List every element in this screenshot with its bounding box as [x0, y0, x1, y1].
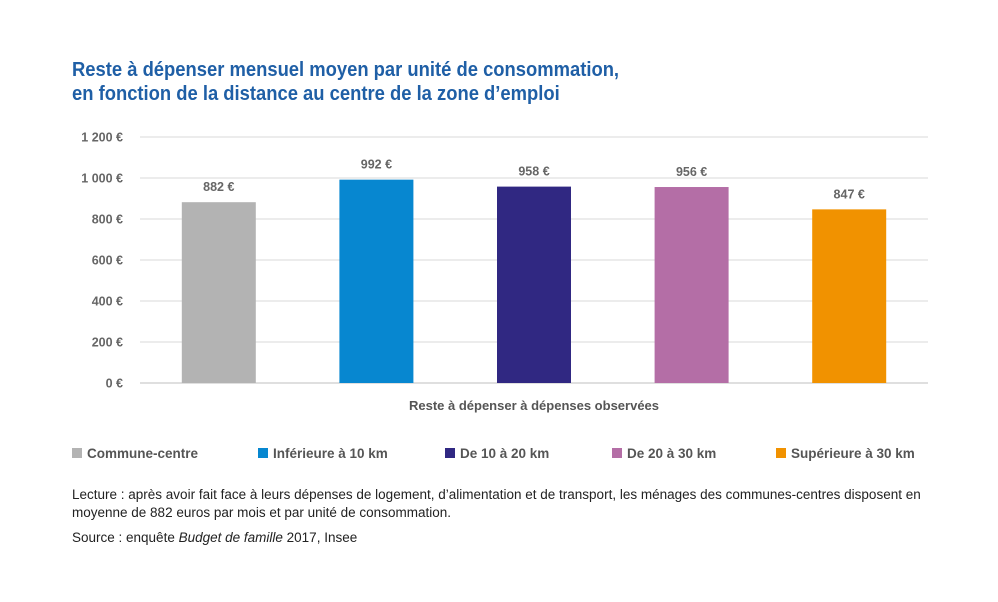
- legend-label: Commune-centre: [87, 446, 199, 461]
- legend-label: Inférieure à 10 km: [273, 446, 388, 461]
- y-tick-label: 400 €: [92, 295, 123, 309]
- legend-swatch: [776, 448, 786, 458]
- chart-title-line-2: en fonction de la distance au centre de …: [72, 83, 560, 105]
- source-note: Source : enquête Budget de famille 2017,…: [72, 529, 357, 547]
- bar-4: [654, 187, 729, 383]
- legend-label: De 10 à 20 km: [460, 446, 549, 461]
- data-label: 956 €: [676, 165, 707, 179]
- x-axis-label: Reste à dépenser à dépenses observées: [409, 398, 659, 413]
- lecture-note: Lecture : après avoir fait face à leurs …: [72, 487, 921, 520]
- y-tick-label: 1 000 €: [81, 172, 123, 186]
- bar-1: [181, 202, 256, 383]
- legend-swatch: [445, 448, 455, 458]
- data-label: 992 €: [361, 158, 392, 172]
- chart-title-line-1: Reste à dépenser mensuel moyen par unité…: [72, 59, 620, 81]
- y-tick-label: 800 €: [92, 213, 123, 227]
- source-prefix: Source : enquête: [72, 530, 179, 545]
- data-label: 847 €: [834, 187, 865, 201]
- y-tick-label: 200 €: [92, 336, 123, 350]
- source-suffix: 2017, Insee: [282, 530, 358, 545]
- bar-chart: 0 € 200 € 400 € 600 € 800 € 1 000 € 1 200 € 882…: [72, 131, 928, 461]
- data-label: 882 €: [203, 180, 234, 194]
- legend-swatch: [258, 448, 268, 458]
- y-tick-label: 0 €: [106, 377, 123, 391]
- legend-swatch: [612, 448, 622, 458]
- source-title: Budget de famille: [178, 530, 283, 545]
- legend-label: De 20 à 30 km: [627, 446, 716, 461]
- y-tick-label: 1 200 €: [81, 131, 123, 145]
- legend-label: Supérieure à 30 km: [791, 446, 915, 461]
- bar-5: [812, 209, 887, 383]
- bar-2: [339, 179, 414, 383]
- y-tick-label: 600 €: [92, 254, 123, 268]
- bar-3: [497, 186, 571, 383]
- data-label: 958 €: [518, 165, 549, 179]
- legend-swatch: [72, 448, 82, 458]
- chart-title: Reste à dépenser mensuel moyen par unité…: [72, 58, 619, 106]
